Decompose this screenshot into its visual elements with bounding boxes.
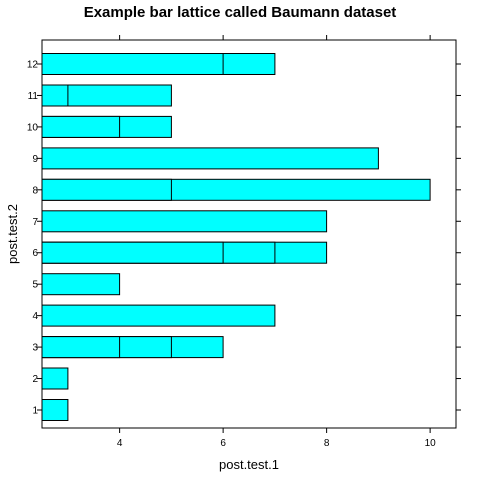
bar-9-segment-1 — [41, 147, 379, 170]
y-tick-label-7: 7 — [32, 217, 38, 228]
bar-12-segment-2 — [41, 53, 224, 75]
x-tick-label-8: 8 — [324, 438, 330, 449]
y-tick-label-11: 11 — [28, 91, 39, 102]
y-tick-label-1: 1 — [32, 406, 38, 417]
y-tick-label-2: 2 — [32, 374, 38, 385]
x-tick-label-4: 4 — [117, 438, 123, 449]
y-tick-label-3: 3 — [32, 343, 38, 354]
bar-4-segment-1 — [41, 304, 276, 327]
y-tick-label-10: 10 — [27, 122, 39, 133]
y-tick-label-6: 6 — [32, 248, 38, 259]
y-tick-label-4: 4 — [32, 311, 38, 322]
chart-title: Example bar lattice called Baumann datas… — [84, 4, 397, 21]
x-axis-label: post.test.1 — [219, 457, 279, 472]
x-axis-ticks: 4 6 8 10 — [117, 35, 436, 449]
x-tick-label-6: 6 — [220, 438, 226, 449]
bar-6-segment-3 — [41, 241, 224, 264]
bar-10-segment-2 — [41, 115, 121, 138]
bar-8-segment-2 — [41, 178, 172, 201]
x-tick-label-10: 10 — [425, 438, 437, 449]
bars-group — [41, 53, 431, 421]
y-tick-label-5: 5 — [32, 280, 38, 291]
bar-3-segment-3 — [41, 336, 121, 359]
bar-2-segment-1 — [41, 367, 69, 390]
bar-5-segment-1 — [41, 273, 121, 296]
y-tick-label-12: 12 — [27, 60, 39, 71]
y-tick-label-8: 8 — [32, 185, 38, 196]
bar-1-segment-1 — [41, 399, 69, 421]
y-axis-label: post.test.2 — [5, 204, 20, 264]
bar-7-segment-1 — [41, 210, 328, 233]
y-tick-label-9: 9 — [32, 154, 38, 165]
plot-frame — [41, 39, 457, 429]
bar-11-segment-2 — [41, 84, 69, 107]
